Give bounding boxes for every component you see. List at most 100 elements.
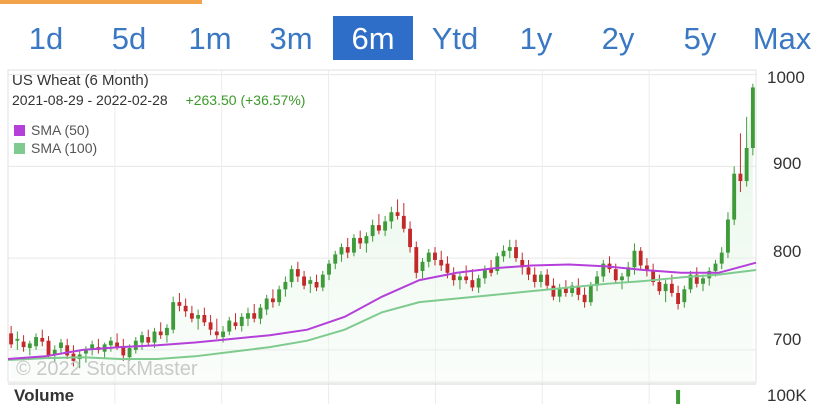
candle-body bbox=[701, 278, 705, 284]
candle bbox=[295, 261, 300, 282]
candle-body bbox=[732, 173, 737, 220]
candle bbox=[545, 269, 550, 290]
candle-body bbox=[90, 344, 95, 350]
range-max[interactable]: Max bbox=[752, 21, 812, 56]
candle-body bbox=[669, 283, 674, 293]
range-5y[interactable]: 5y bbox=[683, 21, 717, 56]
candle-body bbox=[395, 212, 400, 216]
candle bbox=[376, 214, 381, 235]
candle-body bbox=[246, 313, 250, 319]
price-change: +263.50 (+36.57%) bbox=[185, 92, 306, 108]
legend: SMA (50) SMA (100) bbox=[14, 121, 97, 157]
range-5d[interactable]: 5d bbox=[111, 21, 147, 56]
candle bbox=[177, 292, 182, 312]
candle-body bbox=[15, 338, 20, 341]
range-2y[interactable]: 2y bbox=[601, 21, 635, 56]
candle bbox=[401, 203, 406, 233]
candle bbox=[451, 267, 456, 286]
candle-body bbox=[127, 348, 132, 358]
candle bbox=[202, 307, 207, 327]
range-1m[interactable]: 1m bbox=[188, 21, 232, 56]
candle bbox=[595, 270, 599, 292]
range-1d[interactable]: 1d bbox=[28, 21, 64, 56]
volume-bar bbox=[676, 390, 681, 404]
candle-body bbox=[370, 225, 375, 237]
candle-body bbox=[551, 285, 556, 297]
candle bbox=[246, 307, 250, 327]
candle-body bbox=[133, 340, 138, 350]
candle bbox=[65, 338, 70, 360]
candle bbox=[214, 318, 219, 339]
range-6m[interactable]: 6m bbox=[333, 16, 413, 60]
candle-body bbox=[738, 173, 743, 182]
candle-body bbox=[507, 247, 512, 251]
candle-body bbox=[252, 313, 257, 319]
candle bbox=[21, 335, 26, 352]
candle bbox=[59, 338, 63, 354]
candle bbox=[457, 272, 462, 290]
candle-body bbox=[65, 345, 70, 356]
candle-body bbox=[688, 274, 693, 290]
candle-body bbox=[115, 342, 120, 348]
candle bbox=[576, 278, 581, 301]
candle bbox=[476, 274, 481, 293]
candle bbox=[133, 337, 138, 354]
candle bbox=[701, 274, 705, 292]
candle bbox=[750, 83, 755, 156]
candle-body bbox=[389, 212, 394, 222]
y-tick-800: 800 bbox=[773, 242, 802, 261]
chart-header: US Wheat (6 Month) 2021-08-29 - 2022-02-… bbox=[12, 72, 305, 109]
candle bbox=[34, 333, 38, 350]
candle bbox=[208, 315, 213, 336]
legend-swatch-sma50 bbox=[14, 124, 25, 136]
candle-body bbox=[108, 340, 113, 346]
candle-body bbox=[482, 269, 487, 279]
candle-body bbox=[676, 292, 681, 304]
candle-body bbox=[277, 289, 282, 303]
range-ytd[interactable]: Ytd bbox=[431, 21, 479, 56]
candle bbox=[414, 241, 419, 279]
candle bbox=[676, 285, 681, 310]
candle-body bbox=[364, 236, 369, 244]
range-1y[interactable]: 1y bbox=[519, 21, 553, 56]
candle-body bbox=[401, 215, 406, 229]
volume-label: Volume bbox=[14, 386, 75, 405]
candle bbox=[570, 281, 575, 297]
y-tick-700: 700 bbox=[773, 330, 802, 349]
range-3m[interactable]: 3m bbox=[269, 21, 313, 56]
candle-body bbox=[563, 287, 568, 293]
candle bbox=[738, 133, 743, 193]
candle-body bbox=[339, 247, 344, 255]
candle-body bbox=[221, 331, 225, 338]
legend-swatch-sma100 bbox=[14, 142, 25, 154]
candle-body bbox=[177, 302, 182, 306]
candle-body bbox=[682, 289, 687, 303]
candle-body bbox=[214, 331, 219, 336]
candle-body bbox=[34, 337, 38, 347]
candle-body bbox=[451, 274, 456, 281]
candle bbox=[557, 283, 562, 303]
candle-body bbox=[270, 298, 275, 303]
candle bbox=[439, 250, 444, 271]
candle-body bbox=[657, 281, 662, 292]
candle-body bbox=[750, 87, 755, 148]
candle-body bbox=[352, 237, 356, 253]
candle-body bbox=[514, 247, 518, 259]
candle-body bbox=[258, 307, 263, 319]
candle bbox=[395, 199, 400, 220]
legend-item-sma50: SMA (50) bbox=[14, 121, 97, 139]
candle bbox=[352, 234, 356, 257]
candle bbox=[196, 309, 201, 330]
candle-body bbox=[196, 315, 201, 319]
candle-body bbox=[314, 281, 319, 288]
candle-body bbox=[620, 276, 624, 281]
candle bbox=[732, 166, 737, 226]
candle-body bbox=[445, 263, 450, 273]
candle bbox=[158, 322, 163, 339]
y-tick-1000: 1000 bbox=[767, 68, 805, 87]
candle bbox=[651, 263, 656, 286]
candle-body bbox=[46, 340, 51, 356]
candle bbox=[682, 285, 687, 308]
candle bbox=[252, 304, 257, 323]
candle bbox=[383, 215, 388, 237]
